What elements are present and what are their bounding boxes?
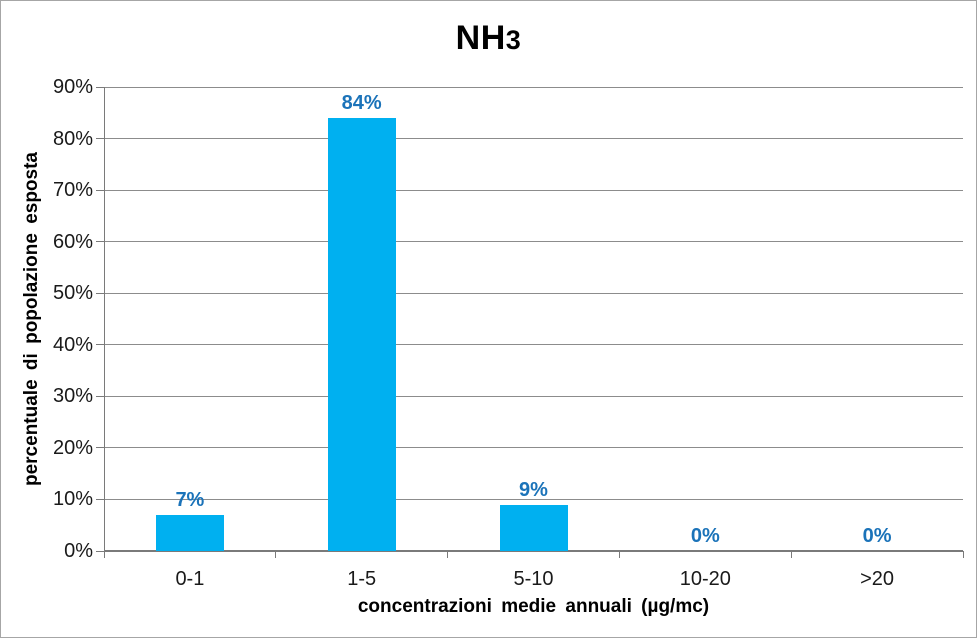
y-axis-tick <box>96 395 104 397</box>
bar <box>155 514 224 551</box>
x-axis-tick <box>447 551 449 558</box>
gridline <box>104 498 963 500</box>
y-tick-label: 0% <box>64 540 93 562</box>
gridline <box>104 447 963 449</box>
category-label: 1-5 <box>347 568 377 590</box>
x-axis-tick <box>962 551 964 558</box>
x-axis-tick <box>618 551 620 558</box>
y-tick-label: 40% <box>52 333 93 356</box>
y-axis-tick <box>96 138 104 140</box>
x-axis-tick <box>790 551 792 558</box>
y-axis-tick <box>96 447 104 449</box>
data-label: 0% <box>862 525 892 547</box>
category-label: 0-1 <box>175 568 205 590</box>
y-tick-label: 20% <box>52 436 93 459</box>
x-axis-tick <box>103 551 105 558</box>
x-axis-tick <box>275 551 277 558</box>
bar <box>499 504 568 551</box>
gridline <box>104 395 963 397</box>
y-axis-tick <box>96 189 104 191</box>
y-axis-tick <box>96 498 104 500</box>
y-tick-label: 90% <box>52 76 93 98</box>
y-tick-label: 60% <box>52 230 93 253</box>
y-axis-tick <box>96 344 104 346</box>
x-axis-title: concentrazioni medie annuali (µg/mc) <box>357 596 710 617</box>
y-tick-label: 30% <box>52 385 93 408</box>
gridline <box>104 344 963 346</box>
y-tick-label: 10% <box>52 488 93 511</box>
gridline <box>104 292 963 294</box>
gridline <box>104 241 963 243</box>
gridline <box>104 86 963 88</box>
y-tick-label: 70% <box>52 179 93 202</box>
y-axis-tick <box>96 86 104 88</box>
y-tick-label: 50% <box>52 282 93 305</box>
gridline <box>104 189 963 191</box>
y-axis-tick <box>96 241 104 243</box>
category-label: >20 <box>860 568 895 590</box>
data-label: 9% <box>519 478 548 501</box>
x-axis-line <box>104 550 963 552</box>
data-label: 0% <box>690 525 720 547</box>
chart-title-main: NH <box>455 19 506 57</box>
y-axis-tick <box>96 550 104 552</box>
chart-title-subscript: 3 <box>505 25 522 55</box>
data-label: 84% <box>341 91 382 114</box>
y-axis-line <box>104 87 105 551</box>
category-label: 5-10 <box>513 568 554 590</box>
category-label: 10-20 <box>679 568 731 590</box>
y-axis-tick <box>96 292 104 294</box>
y-tick-label: 80% <box>52 127 93 150</box>
bar <box>327 117 396 551</box>
gridline <box>104 138 963 140</box>
chart-title: NH3 <box>1 17 976 61</box>
data-label: 7% <box>175 488 205 511</box>
